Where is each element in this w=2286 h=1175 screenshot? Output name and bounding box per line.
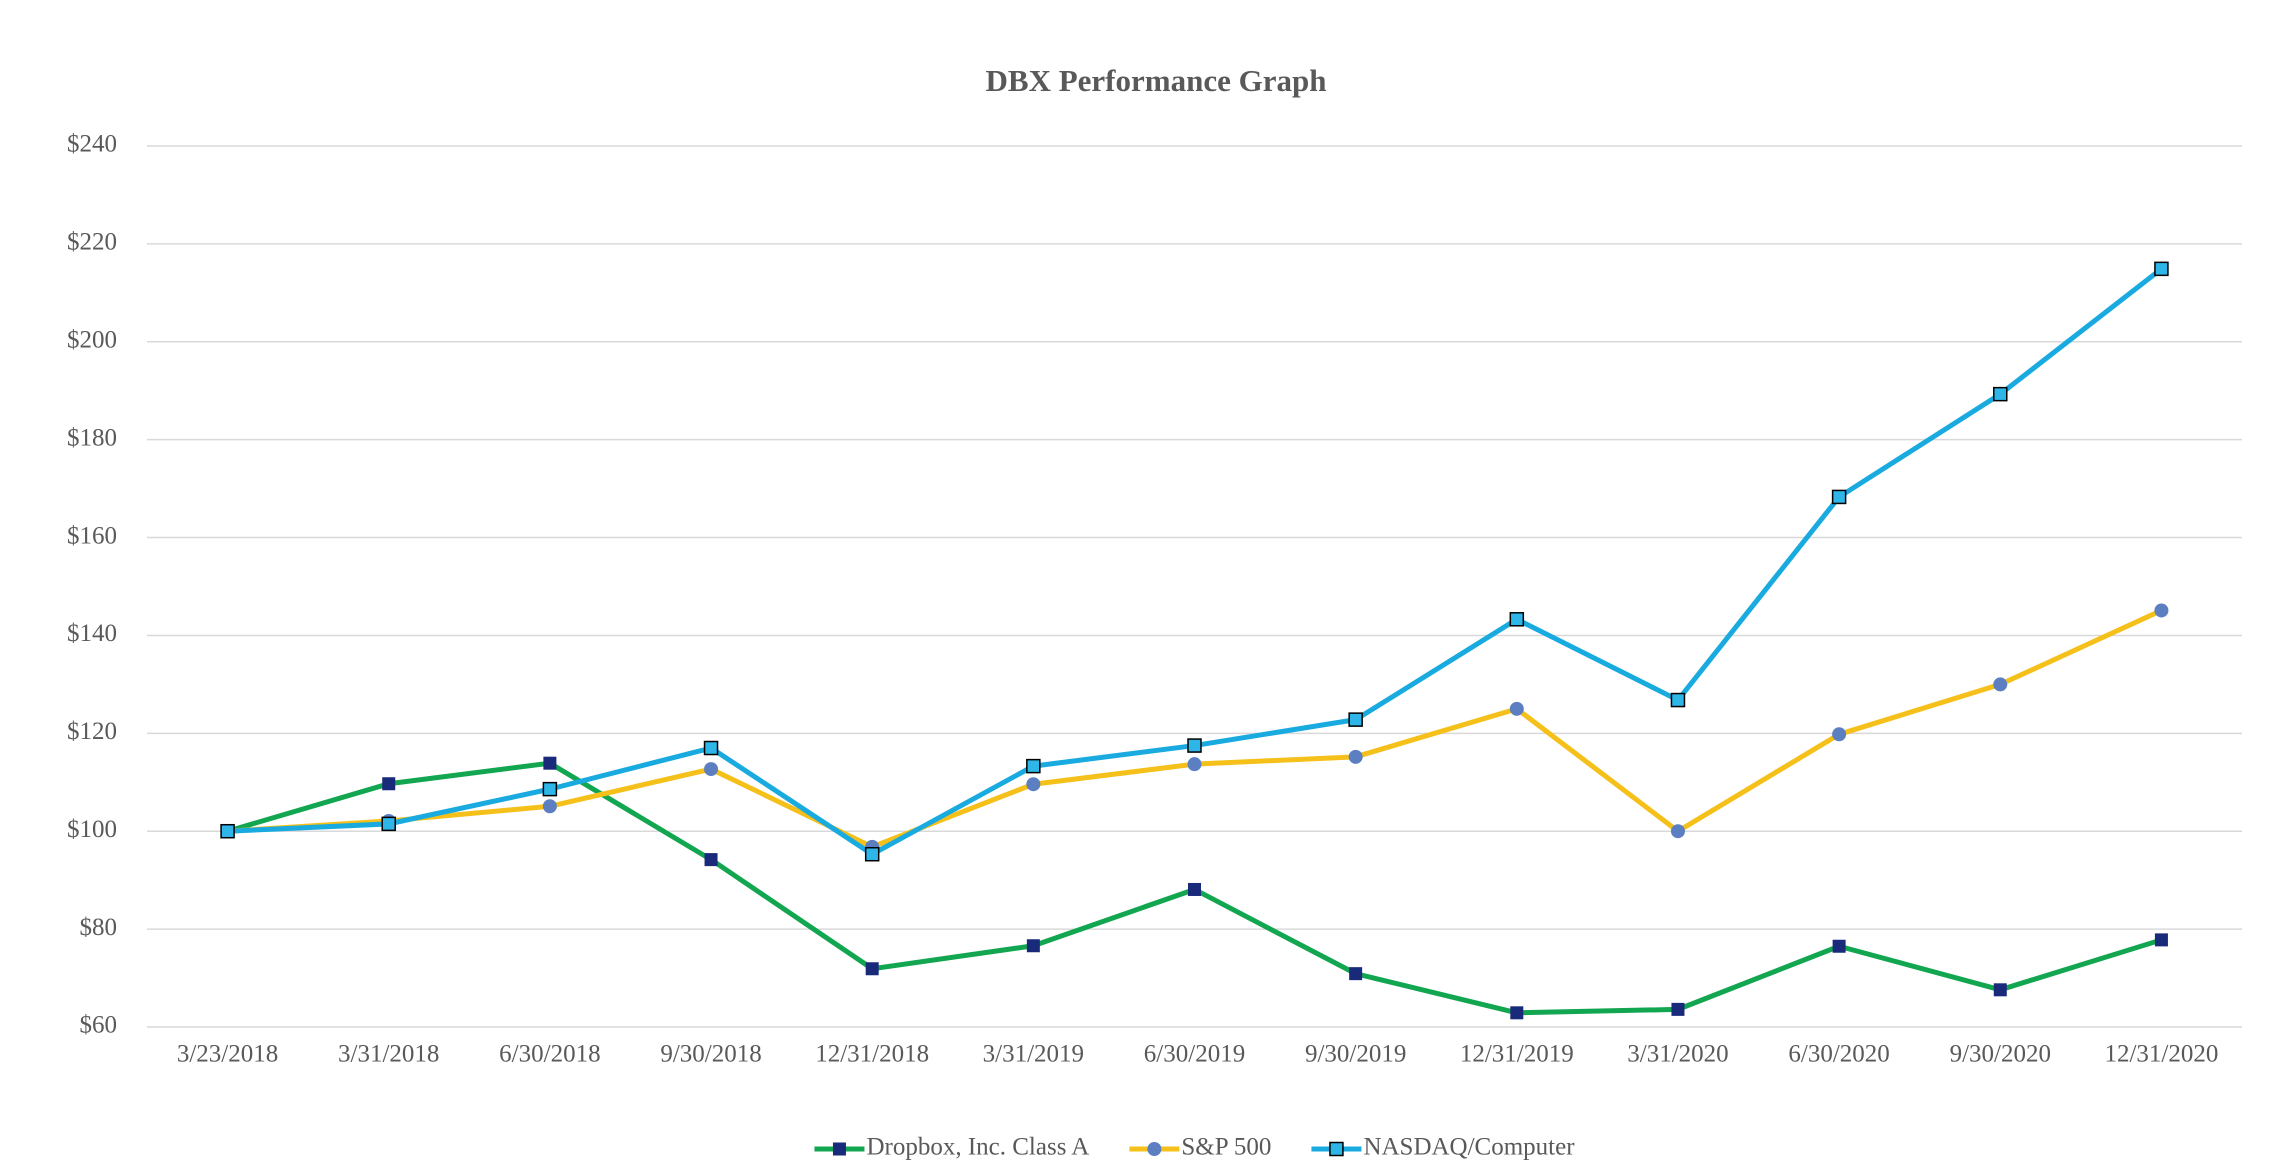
marker bbox=[1832, 939, 1846, 953]
marker bbox=[1671, 1002, 1685, 1016]
y-tick-label: $100 bbox=[67, 816, 117, 843]
marker bbox=[1187, 738, 1202, 753]
x-tick-label: 9/30/2020 bbox=[1950, 1041, 2051, 1068]
marker bbox=[1993, 386, 2008, 402]
y-tick-label: $180 bbox=[67, 424, 117, 451]
marker bbox=[1329, 1141, 1344, 1157]
x-tick-label: 6/30/2019 bbox=[1144, 1041, 1245, 1068]
marker bbox=[382, 777, 396, 791]
marker bbox=[1187, 757, 1202, 772]
x-tick-label: 6/30/2018 bbox=[499, 1041, 600, 1068]
marker bbox=[704, 853, 718, 867]
x-tick-label: 12/31/2019 bbox=[1460, 1041, 1574, 1068]
x-tick-label: 3/31/2018 bbox=[338, 1041, 439, 1068]
y-tick-label: $60 bbox=[80, 1012, 118, 1039]
marker bbox=[220, 823, 235, 839]
marker bbox=[1188, 882, 1201, 896]
x-tick-label: 3/31/2020 bbox=[1627, 1041, 1728, 1068]
legend: Dropbox, Inc. Class A S&P 500 NASDAQ/Compu… bbox=[814, 1134, 1575, 1161]
marker bbox=[2154, 933, 2168, 947]
marker bbox=[542, 781, 558, 797]
marker bbox=[864, 846, 880, 862]
marker bbox=[832, 1142, 846, 1156]
y-tick-label: $140 bbox=[67, 620, 117, 647]
y-tick-label: $80 bbox=[80, 914, 118, 941]
marker bbox=[1510, 1006, 1524, 1020]
chart-title: DBX Performance Graph bbox=[986, 63, 1327, 98]
y-tick-label: $200 bbox=[67, 327, 117, 354]
marker bbox=[1832, 727, 1847, 742]
marker bbox=[1993, 983, 2007, 997]
marker bbox=[1509, 612, 1525, 627]
marker bbox=[2154, 603, 2169, 618]
x-tick-label: 3/23/2018 bbox=[177, 1041, 278, 1068]
y-tick-label: $120 bbox=[67, 718, 117, 745]
y-tick-label: $160 bbox=[67, 522, 117, 549]
marker bbox=[1831, 489, 1847, 505]
marker bbox=[704, 762, 719, 777]
marker bbox=[1670, 824, 1685, 839]
marker bbox=[1348, 712, 1363, 727]
marker bbox=[1670, 692, 1686, 708]
marker bbox=[865, 962, 879, 976]
marker bbox=[1349, 967, 1363, 981]
legend-label: Dropbox, Inc. Class A bbox=[866, 1134, 1089, 1161]
legend-label: S&P 500 bbox=[1181, 1134, 1271, 1161]
marker bbox=[1147, 1142, 1162, 1156]
marker bbox=[1026, 777, 1041, 792]
series-line bbox=[227, 608, 2163, 850]
marker bbox=[1026, 939, 1040, 953]
marker bbox=[703, 740, 719, 756]
x-tick-label: 9/30/2018 bbox=[660, 1041, 761, 1068]
marker bbox=[1348, 749, 1363, 764]
legend-label: NASDAQ/Computer bbox=[1363, 1134, 1575, 1161]
x-tick-label: 9/30/2019 bbox=[1305, 1041, 1406, 1068]
x-tick-label: 6/30/2020 bbox=[1788, 1041, 1889, 1068]
y-tick-label: $240 bbox=[67, 131, 117, 158]
marker bbox=[1509, 701, 1524, 716]
marker bbox=[542, 799, 557, 814]
marker bbox=[1026, 758, 1041, 774]
marker bbox=[2154, 261, 2169, 277]
x-tick-label: 12/31/2018 bbox=[815, 1041, 929, 1068]
marker bbox=[1993, 677, 2008, 692]
y-tick-label: $220 bbox=[67, 229, 117, 256]
marker bbox=[381, 816, 396, 832]
marker bbox=[543, 756, 557, 770]
x-tick-label: 3/31/2019 bbox=[983, 1041, 1084, 1068]
x-tick-label: 12/31/2020 bbox=[2104, 1041, 2218, 1068]
